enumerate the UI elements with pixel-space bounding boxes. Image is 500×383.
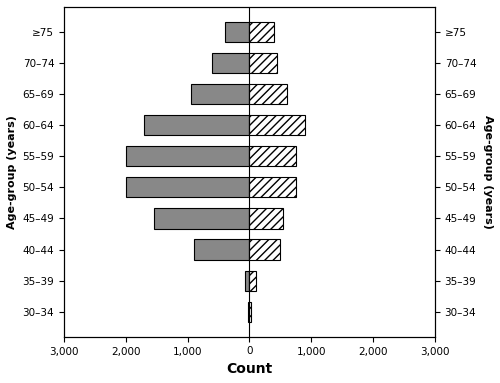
Y-axis label: Age-group (years): Age-group (years) [7,115,17,229]
Bar [250,208,284,229]
Bar [154,208,250,229]
Bar [250,53,278,73]
Bar [250,115,305,135]
Bar [126,177,250,198]
Bar [144,115,250,135]
Bar [250,177,296,198]
Bar [250,239,280,260]
Y-axis label: Age-group (years): Age-group (years) [483,115,493,229]
Bar [126,146,250,167]
Bar [250,22,274,42]
Bar [212,53,250,73]
Bar [248,301,250,322]
Bar [250,146,296,167]
Bar [190,84,250,104]
Bar [194,239,250,260]
Bar [224,22,250,42]
X-axis label: Count: Count [226,362,272,376]
Bar [250,270,256,291]
Bar [245,270,250,291]
Bar [250,84,286,104]
